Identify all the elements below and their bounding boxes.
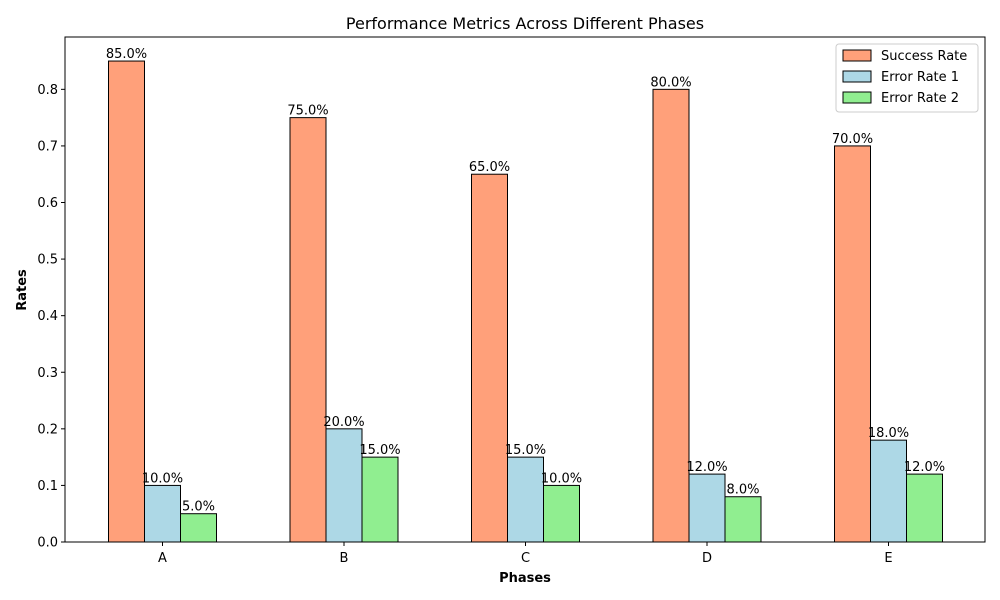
y-tick-label: 0.1 xyxy=(37,479,58,494)
bar-label-success-rate-c: 65.0% xyxy=(469,160,510,175)
y-tick-label: 0.0 xyxy=(37,536,58,551)
bar-label-error-rate-1-b: 20.0% xyxy=(323,415,364,430)
bar-label-error-rate-2-c: 10.0% xyxy=(541,471,582,486)
bar-success-rate-a xyxy=(108,60,145,543)
bar-label-success-rate-d: 80.0% xyxy=(650,75,691,90)
y-axis: 0.0 0.1 0.2 0.3 0.4 0.5 0.6 0.7 0.8 xyxy=(37,83,65,551)
bar-error-rate-2-b xyxy=(361,456,399,543)
y-axis-label: Rates xyxy=(15,269,30,311)
bar-success-rate-d xyxy=(652,88,690,543)
legend: Success Rate Error Rate 1 Error Rate 2 xyxy=(835,43,979,113)
bar-label-success-rate-b: 75.0% xyxy=(287,104,328,119)
bar-label-error-rate-1-e: 18.0% xyxy=(868,426,909,441)
legend-swatch-error-rate-2 xyxy=(842,91,872,104)
x-tick-label-b: B xyxy=(340,551,349,566)
legend-swatch-success-rate xyxy=(842,49,872,62)
bar-error-rate-1-c xyxy=(507,456,544,543)
bar-success-rate-c xyxy=(471,173,508,543)
x-tick-label-c: C xyxy=(521,551,530,566)
bar-label-error-rate-2-a: 5.0% xyxy=(182,500,215,515)
bar-label-error-rate-1-c: 15.0% xyxy=(505,443,546,458)
y-tick-label: 0.7 xyxy=(37,139,58,154)
bar-error-rate-1-d xyxy=(688,473,726,543)
legend-label-error-rate-2: Error Rate 2 xyxy=(881,91,959,106)
bar-label-error-rate-1-d: 12.0% xyxy=(686,460,727,475)
y-tick-label: 0.8 xyxy=(37,83,58,98)
bar-label-success-rate-a: 85.0% xyxy=(106,47,147,62)
bar-error-rate-2-c xyxy=(543,484,580,543)
bar-error-rate-1-a xyxy=(144,484,181,543)
legend-label-error-rate-1: Error Rate 1 xyxy=(881,70,959,85)
bar-label-error-rate-2-e: 12.0% xyxy=(904,460,945,475)
y-tick-label: 0.2 xyxy=(37,422,58,437)
chart-title: Performance Metrics Across Different Pha… xyxy=(346,14,704,33)
bar-success-rate-b xyxy=(289,117,327,543)
x-tick-label-d: D xyxy=(702,551,712,566)
bar-error-rate-2-d xyxy=(724,496,762,543)
bar-error-rate-1-b xyxy=(325,428,363,543)
y-tick-label: 0.5 xyxy=(37,253,58,268)
bar-label-error-rate-2-d: 8.0% xyxy=(726,483,759,498)
x-axis-label: Phases xyxy=(499,571,551,586)
bar-label-success-rate-e: 70.0% xyxy=(832,132,873,147)
y-tick-label: 0.3 xyxy=(37,366,58,381)
bar-label-error-rate-2-b: 15.0% xyxy=(359,443,400,458)
y-tick-label: 0.4 xyxy=(37,309,58,324)
y-tick-label: 0.6 xyxy=(37,196,58,211)
bars-layer xyxy=(108,60,943,543)
bar-error-rate-1-e xyxy=(870,439,907,543)
bar-labels-layer: 85.0% 75.0% 65.0% 80.0% 70.0% 10.0% 20.0% 15.0%… xyxy=(106,47,945,515)
legend-swatch-error-rate-1 xyxy=(842,70,872,83)
bar-error-rate-2-e xyxy=(906,473,943,543)
x-axis: A B C D E xyxy=(158,542,893,566)
bar-label-error-rate-1-a: 10.0% xyxy=(142,471,183,486)
bar-success-rate-e xyxy=(834,145,871,543)
legend-label-success-rate: Success Rate xyxy=(881,49,967,64)
x-tick-label-e: E xyxy=(884,551,892,566)
x-tick-label-a: A xyxy=(158,551,167,566)
bar-error-rate-2-a xyxy=(180,513,217,543)
